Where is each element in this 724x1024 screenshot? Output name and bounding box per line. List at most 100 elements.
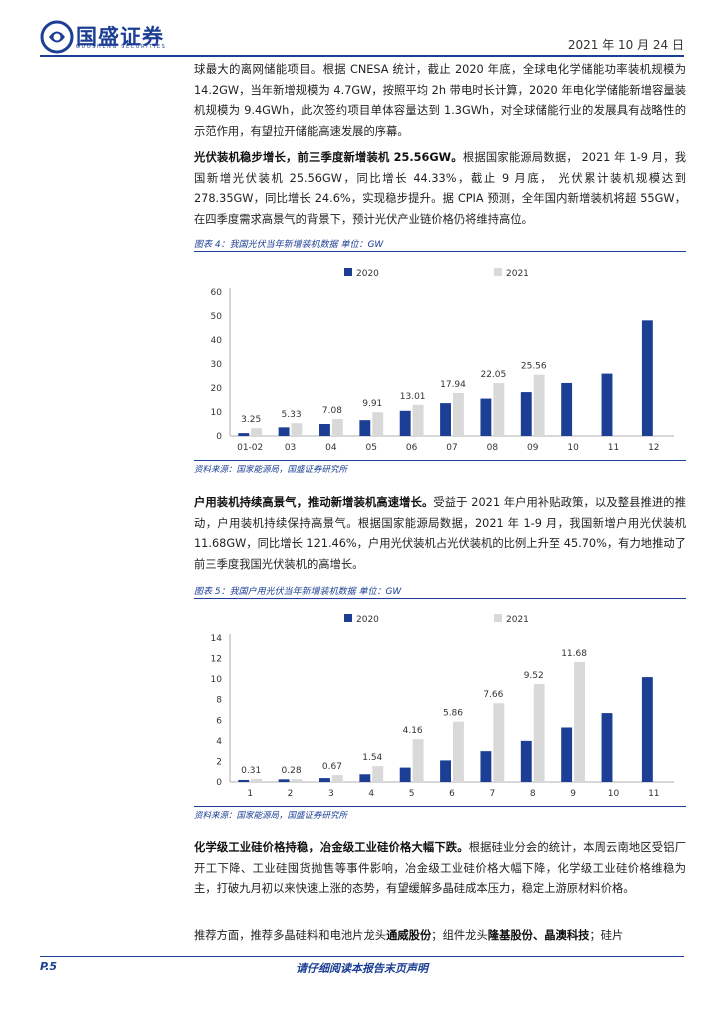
- y-tick-label: 0: [216, 432, 222, 442]
- data-label-2021-1: 0.31: [241, 766, 261, 776]
- figure-4-caption: 图表 4：我国光伏当年新增装机数据 单位：GW: [194, 240, 384, 250]
- bar-2021-5: [412, 739, 424, 782]
- data-label-2021-2: 0.28: [282, 766, 302, 776]
- x-tick-label: 12: [648, 443, 659, 453]
- bar-2021-9: [574, 661, 585, 782]
- data-label-2021-06: 13.01: [400, 392, 426, 402]
- x-tick-label: 01-02: [237, 443, 263, 453]
- y-tick-label: 10: [211, 408, 223, 418]
- bar-2021-8: [533, 684, 545, 782]
- paragraph-silicon-price-body: 根据硅业分会的统计，本周云南地区受铝厂开工下降、工业硅囤货抛售等事件影响，冶金级…: [194, 841, 686, 895]
- x-tick-label: 07: [446, 443, 457, 453]
- bar-2020-1: [238, 779, 250, 782]
- data-label-2021-4: 1.54: [362, 753, 382, 763]
- bar-2021-6: [453, 721, 464, 782]
- y-tick-label: 12: [211, 655, 222, 665]
- chart-household-pv-new-install: 2020 2021 0 2 4 6 8 10 12 14 0.31 1 0.28 2 0.67 3 1.54 4 4…: [211, 614, 674, 799]
- company-logo-icon: [40, 20, 74, 54]
- bar-2020-3: [319, 778, 330, 782]
- recommendation-intro: 推荐方面，推荐多晶硅料和电池片龙头: [194, 929, 387, 942]
- bar-2021-03: [291, 423, 303, 436]
- bar-2021-2: [291, 779, 303, 782]
- bar-2020-4: [359, 774, 371, 782]
- y-tick-label: 40: [211, 336, 223, 346]
- figure-4-bottom-rule: [194, 460, 686, 461]
- x-tick-label: 1: [247, 789, 253, 799]
- bar-2021-09: [533, 374, 545, 436]
- bar-2020-7: [480, 751, 492, 782]
- bar-2021-4: [372, 766, 384, 782]
- recommendation-stock-1: 通威股份: [386, 929, 432, 942]
- company-logo-subtext: GUOSHENG SECURITIES: [76, 44, 167, 50]
- data-label-2021-08: 22.05: [480, 370, 506, 380]
- x-tick-label: 2: [288, 789, 294, 799]
- legend-swatch-2020: [344, 268, 352, 276]
- data-label-2021-09: 25.56: [521, 362, 547, 372]
- bar-2021-06: [412, 404, 424, 436]
- bar-2020-10: [601, 713, 613, 782]
- bar-2020-6: [440, 760, 451, 782]
- x-tick-label: 6: [449, 789, 455, 799]
- bar-2020-8: [520, 740, 532, 782]
- figure-4-caption-rule: [194, 251, 686, 252]
- legend-swatch-2021: [494, 268, 502, 276]
- bar-2020-10: [561, 382, 573, 436]
- y-tick-label: 50: [211, 312, 223, 322]
- footer-disclaimer: 请仔细阅读本报告末页声明: [296, 962, 428, 975]
- y-tick-label: 14: [211, 634, 223, 644]
- report-date: 2021 年 10 月 24 日: [567, 38, 684, 52]
- paragraph-pv-install: 光伏装机稳步增长，前三季度新增装机 25.56GW。根据国家能源局数据， 202…: [194, 148, 686, 230]
- paragraph-household-pv: 户用装机持续高景气，推动新增装机高速增长。受益于 2021 年户用补贴政策，以及…: [194, 493, 686, 575]
- paragraph-household-pv-body: 受益于 2021 年户用补贴政策，以及整县推进的推动，户用装机持续保持高景气。根…: [194, 496, 686, 571]
- y-tick-label: 8: [216, 696, 222, 706]
- legend-label-2021: 2021: [506, 269, 529, 279]
- bar-2021-1: [251, 778, 263, 782]
- bar-2020-07: [440, 403, 451, 436]
- page-number: P.5: [40, 960, 58, 973]
- bar-2021-7: [493, 703, 505, 782]
- legend-swatch-2021: [494, 614, 502, 622]
- x-tick-label: 06: [406, 443, 418, 453]
- bar-2020-11: [601, 373, 613, 436]
- paragraph-pv-install-heading: 光伏装机稳步增长，前三季度新增装机 25.56GW。: [194, 151, 463, 164]
- bar-2020-11: [641, 677, 653, 782]
- x-tick-label: 03: [285, 443, 296, 453]
- chart-pv-new-install: 2020 2021 0 10 20 30 40 50 60 3.25 01-02 5.33 03 7.08…: [211, 268, 674, 453]
- figure-5-caption-rule: [194, 598, 686, 599]
- company-logo-text: 国盛证券: [76, 25, 164, 49]
- x-tick-label: 08: [487, 443, 499, 453]
- data-label-2021-6: 5.86: [443, 709, 463, 719]
- paragraph-silicon-price-heading: 化学级工业硅价格持稳，冶金级工业硅价格大幅下跌。: [194, 841, 469, 854]
- x-tick-label: 11: [648, 789, 659, 799]
- data-label-2021-04: 7.08: [322, 406, 342, 416]
- data-label-2021-5: 4.16: [403, 726, 423, 736]
- y-tick-label: 30: [211, 360, 223, 370]
- x-tick-label: 4: [368, 789, 374, 799]
- data-label-2021-3: 0.67: [322, 762, 342, 772]
- y-tick-label: 10: [211, 675, 223, 685]
- x-tick-label: 9: [570, 789, 576, 799]
- x-tick-label: 10: [567, 443, 579, 453]
- x-tick-label: 3: [328, 789, 334, 799]
- x-tick-label: 8: [530, 789, 536, 799]
- data-label-2021-7: 7.66: [483, 690, 503, 700]
- figure-5-source: 资料来源：国家能源局，国盛证券研究所: [194, 811, 348, 821]
- legend-swatch-2020: [344, 614, 352, 622]
- paragraph-pv-install-body: 根据国家能源局数据， 2021 年 1-9 月，我国新增光伏装机 25.56GW…: [194, 151, 686, 226]
- paragraph-recommendation: 推荐方面，推荐多晶硅料和电池片龙头通威股份；组件龙头隆基股份、晶澳科技；硅片: [194, 926, 686, 947]
- bar-2020-2: [278, 779, 290, 782]
- bar-2020-9: [561, 727, 573, 782]
- x-tick-label: 11: [608, 443, 619, 453]
- data-label-2021-07: 17.94: [440, 380, 466, 390]
- x-tick-label: 5: [409, 789, 415, 799]
- page-header: 国盛证券 GUOSHENG SECURITIES 2021 年 10 月 24 …: [0, 0, 724, 57]
- bar-2020-09: [520, 392, 532, 436]
- paragraph-silicon-price: 化学级工业硅价格持稳，冶金级工业硅价格大幅下跌。根据硅业分会的统计，本周云南地区…: [194, 838, 686, 900]
- header-divider: [40, 55, 684, 57]
- y-tick-label: 0: [216, 778, 222, 788]
- x-tick-label: 04: [325, 443, 337, 453]
- data-label-2021-9: 11.68: [561, 649, 587, 659]
- bar-2020-12: [641, 320, 653, 436]
- bar-2021-01-02: [251, 428, 263, 436]
- y-tick-label: 60: [211, 288, 223, 298]
